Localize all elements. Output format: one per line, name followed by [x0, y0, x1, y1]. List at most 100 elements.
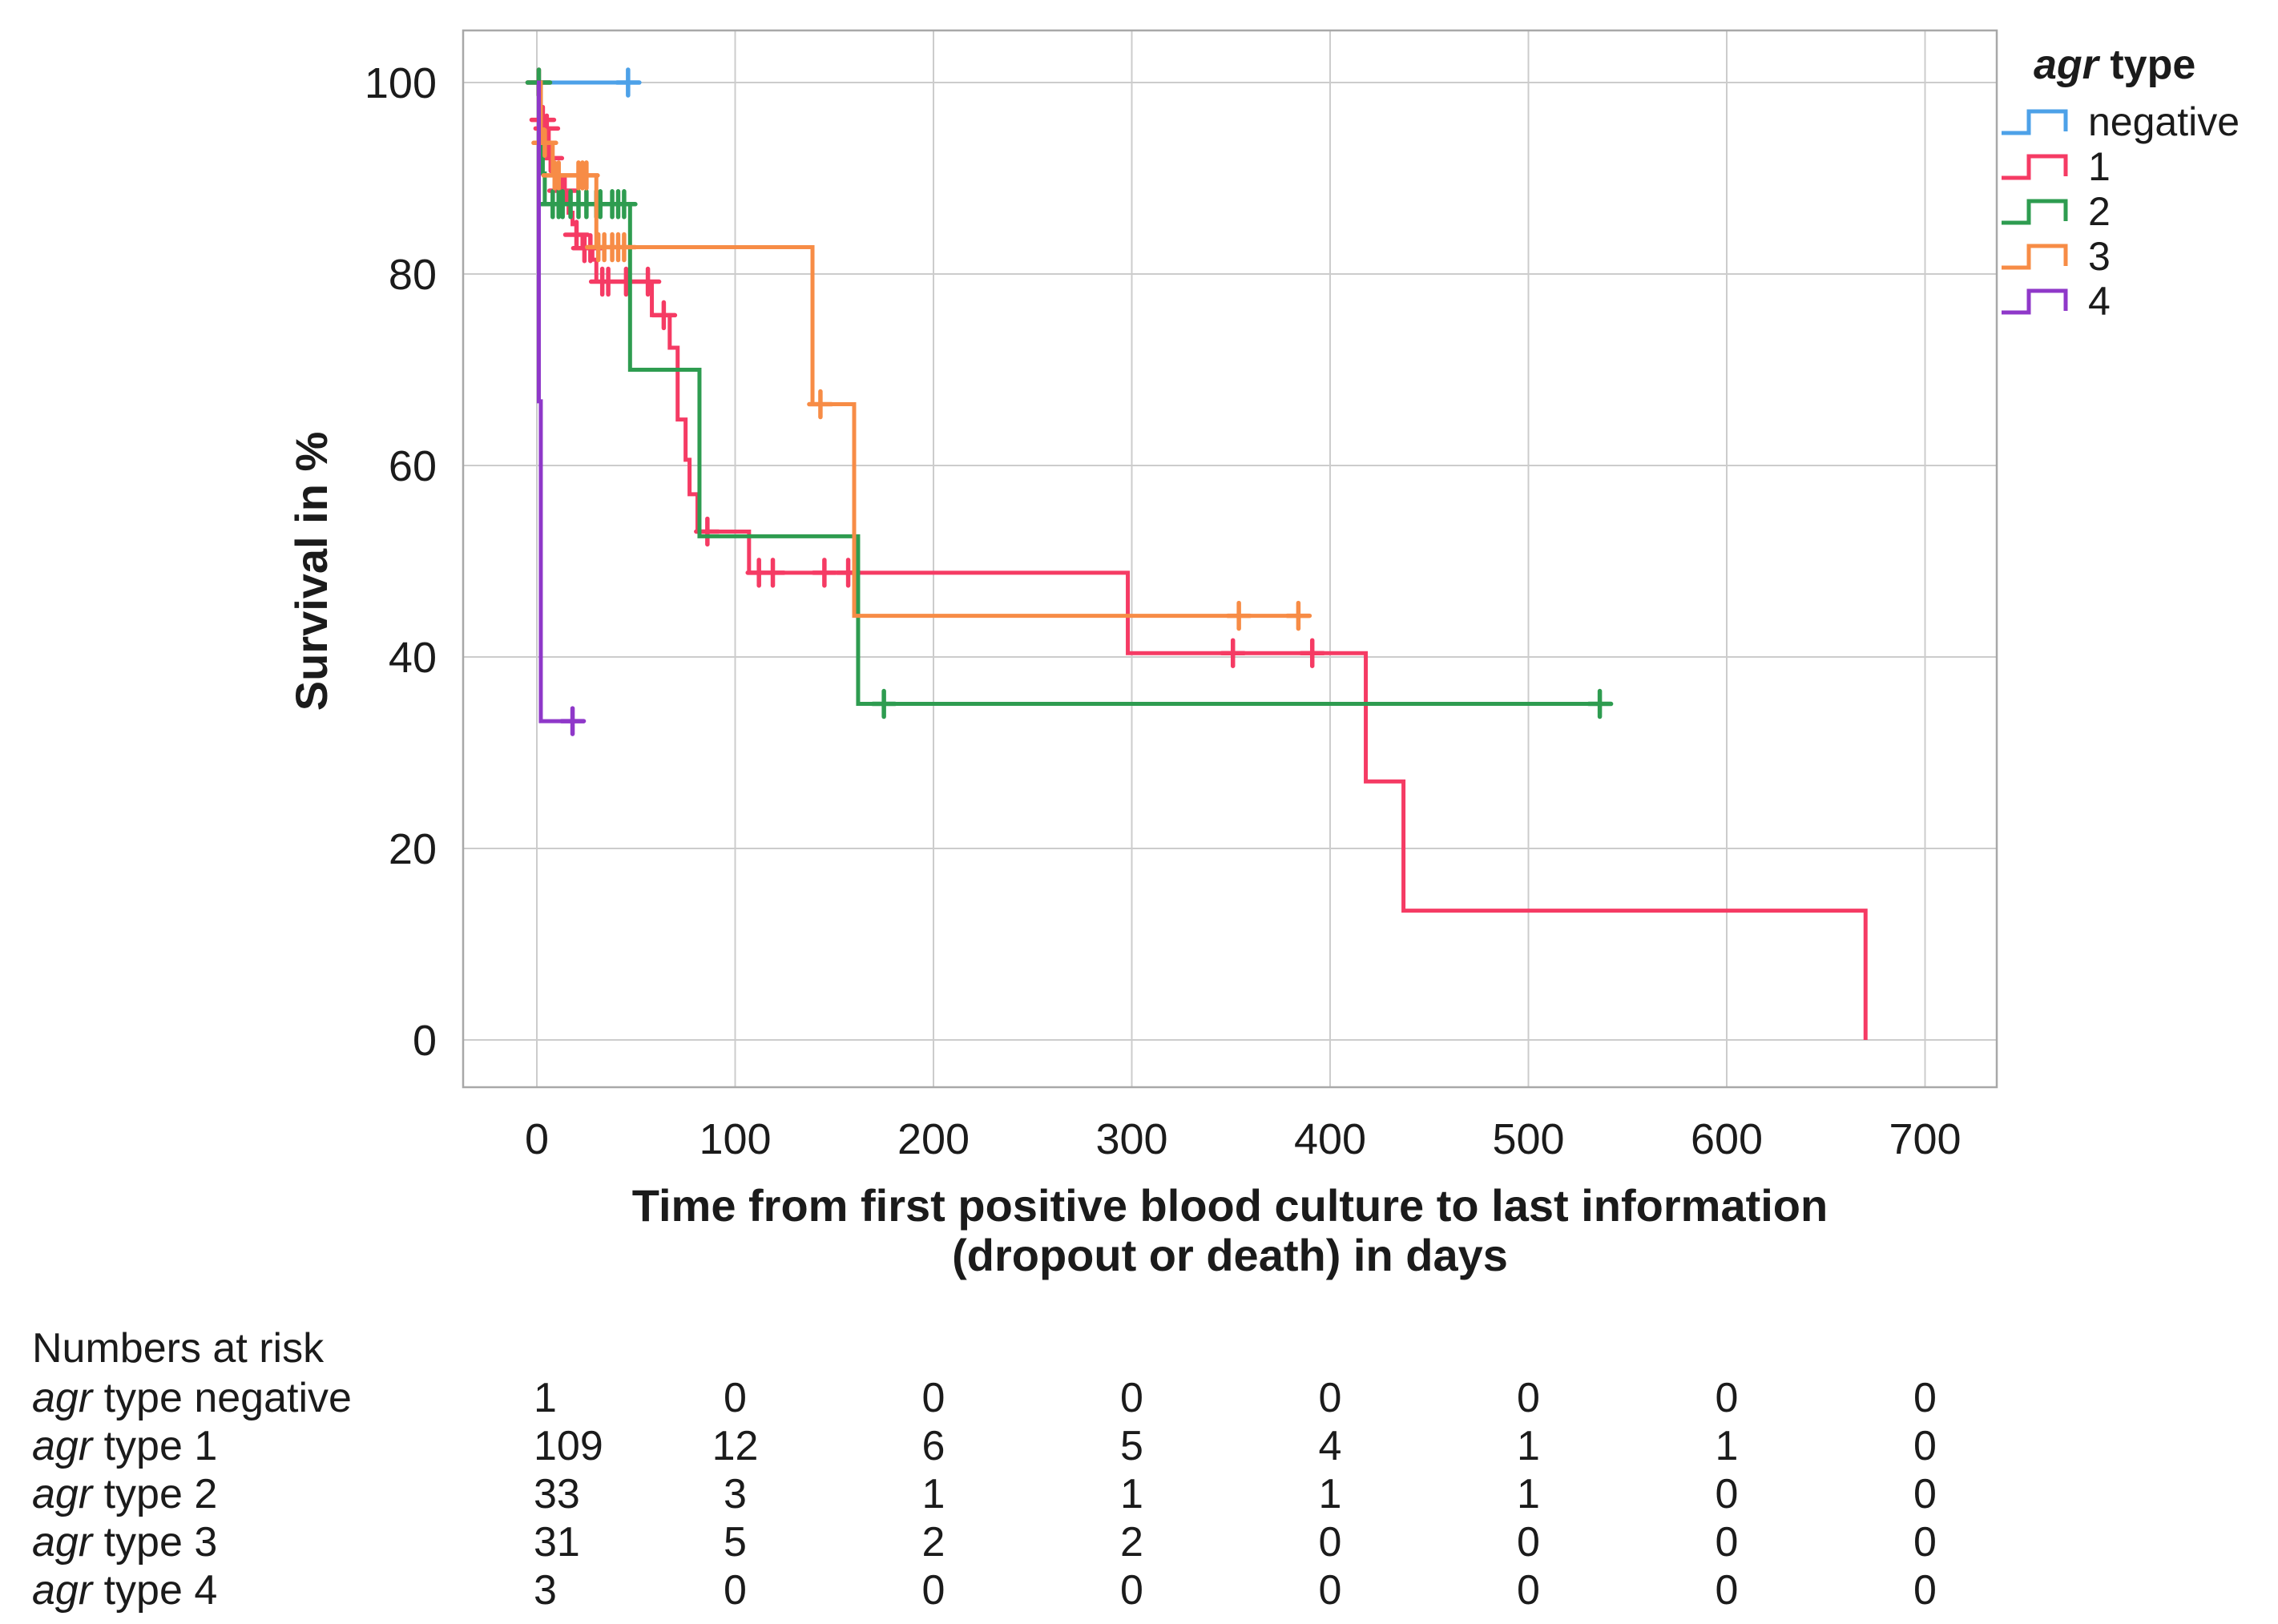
x-tick-label-100: 100	[699, 1115, 771, 1163]
legend-title-italic: agr	[2034, 42, 2101, 88]
legend-swatch-4	[2002, 288, 2068, 315]
risk-cell-t500: 0	[1517, 1519, 1540, 1566]
risk-cell-t400: 0	[1319, 1375, 1342, 1421]
risk-cell-t300: 5	[1120, 1423, 1143, 1469]
risk-cell-t500: 1	[1517, 1471, 1540, 1517]
risk-cell-t200: 6	[922, 1423, 945, 1469]
km-curve-2	[537, 80, 1608, 707]
risk-cell-t600: 0	[1716, 1375, 1739, 1421]
risk-cell-t200: 2	[922, 1519, 945, 1566]
risk-cell-t0: 1	[534, 1375, 557, 1421]
risk-cell-t400: 0	[1319, 1567, 1342, 1614]
y-axis-tick-labels: 0 20 40 60 80 100	[365, 59, 437, 1065]
censor-marks-negative	[615, 67, 642, 98]
risk-row-label-rest: type 1	[92, 1423, 217, 1469]
censor-marks-3	[531, 127, 1312, 631]
legend-title: agr type	[2034, 42, 2195, 88]
risk-row-label: agr type 3	[32, 1519, 217, 1566]
legend-item-label-4: 4	[2088, 279, 2111, 324]
risk-cell-t100: 0	[724, 1567, 747, 1614]
risk-cell-t0: 109	[534, 1423, 603, 1469]
risk-cell-t600: 0	[1716, 1519, 1739, 1566]
risk-row-label: agr type 4	[32, 1567, 217, 1614]
y-tick-label-0: 0	[413, 1017, 437, 1065]
risk-cell-t0: 3	[534, 1567, 557, 1614]
risk-cell-t700: 0	[1913, 1567, 1937, 1614]
x-tick-label-200: 200	[897, 1115, 970, 1163]
risk-row-label: agr type 2	[32, 1471, 217, 1517]
legend-swatch-3	[2002, 244, 2068, 270]
risk-cell-t200: 0	[922, 1567, 945, 1614]
risk-cell-t500: 1	[1517, 1423, 1540, 1469]
risk-cell-t600: 1	[1716, 1423, 1739, 1469]
y-tick-label-100: 100	[365, 59, 437, 107]
y-tick-label-20: 20	[389, 825, 437, 873]
x-axis-tick-labels: 0 100 200 300 400 500 600 700	[525, 1115, 1961, 1163]
x-tick-label-600: 600	[1691, 1115, 1763, 1163]
risk-cell-t400: 0	[1319, 1519, 1342, 1566]
y-axis-title: Survival in %	[286, 432, 337, 711]
risk-cell-t700: 0	[1913, 1519, 1937, 1566]
risk-row-label-rest: type 2	[92, 1471, 217, 1517]
risk-cell-t600: 0	[1716, 1567, 1739, 1614]
legend-item-label-3: 3	[2088, 234, 2111, 279]
y-tick-label-80: 80	[389, 251, 437, 299]
risk-cell-t300: 0	[1120, 1375, 1143, 1421]
risk-cell-t400: 4	[1319, 1423, 1342, 1469]
legend-item-label-negative: negative	[2088, 99, 2240, 144]
risk-row-label-rest: type 3	[92, 1519, 217, 1566]
risk-row-label-rest: type negative	[92, 1375, 352, 1421]
km-curve-1	[537, 80, 1868, 1040]
x-tick-label-400: 400	[1294, 1115, 1366, 1163]
risk-row-label-italic: agr	[32, 1375, 95, 1421]
km-curve-3	[537, 80, 1308, 619]
km-curve-4	[536, 80, 585, 723]
risk-row-label: agr type 1	[32, 1423, 217, 1469]
y-tick-label-40: 40	[389, 634, 437, 682]
risk-cell-t100: 5	[724, 1519, 747, 1566]
x-tick-label-300: 300	[1095, 1115, 1167, 1163]
risk-cell-t100: 0	[724, 1375, 747, 1421]
risk-cell-t700: 0	[1913, 1375, 1937, 1421]
risk-cell-t200: 0	[922, 1375, 945, 1421]
risk-row-label-italic: agr	[32, 1471, 95, 1517]
risk-cell-t300: 2	[1120, 1519, 1143, 1566]
risk-cell-t400: 1	[1319, 1471, 1342, 1517]
risk-cell-t100: 3	[724, 1471, 747, 1517]
risk-cell-t700: 0	[1913, 1423, 1937, 1469]
legend-swatch-negative	[2002, 109, 2068, 135]
risk-cell-t200: 1	[922, 1471, 945, 1517]
risk-row-label-italic: agr	[32, 1423, 95, 1469]
legend-title-rest: type	[2099, 42, 2195, 88]
legend-swatch-1	[2002, 154, 2068, 180]
legend-swatch-2	[2002, 199, 2068, 225]
risk-cell-t0: 31	[534, 1519, 580, 1566]
censor-marks-2	[525, 67, 1614, 719]
plot-frame	[462, 29, 1998, 1089]
y-tick-label-60: 60	[389, 442, 437, 490]
risk-row-label-rest: type 4	[92, 1567, 217, 1614]
x-axis-title-line2: (dropout or death) in days	[952, 1230, 1508, 1280]
x-axis-title-line1: Time from first positive blood culture t…	[632, 1180, 1828, 1231]
x-tick-label-700: 700	[1889, 1115, 1961, 1163]
risk-row-label-italic: agr	[32, 1567, 95, 1614]
censor-marks-4	[558, 706, 587, 736]
risk-row-label: agr type negative	[32, 1375, 352, 1421]
risk-table-header: Numbers at risk	[32, 1325, 325, 1372]
x-tick-label-0: 0	[525, 1115, 549, 1163]
risk-cell-t600: 0	[1716, 1471, 1739, 1517]
grid-lines	[463, 30, 1997, 1087]
risk-cell-t500: 0	[1517, 1375, 1540, 1421]
risk-cell-t300: 1	[1120, 1471, 1143, 1517]
risk-cell-t700: 0	[1913, 1471, 1937, 1517]
x-tick-label-500: 500	[1492, 1115, 1564, 1163]
risk-cell-t0: 33	[534, 1471, 580, 1517]
risk-row-label-italic: agr	[32, 1519, 95, 1566]
risk-cell-t300: 0	[1120, 1567, 1143, 1614]
legend-item-label-1: 1	[2088, 144, 2111, 189]
legend-item-label-2: 2	[2088, 189, 2111, 234]
